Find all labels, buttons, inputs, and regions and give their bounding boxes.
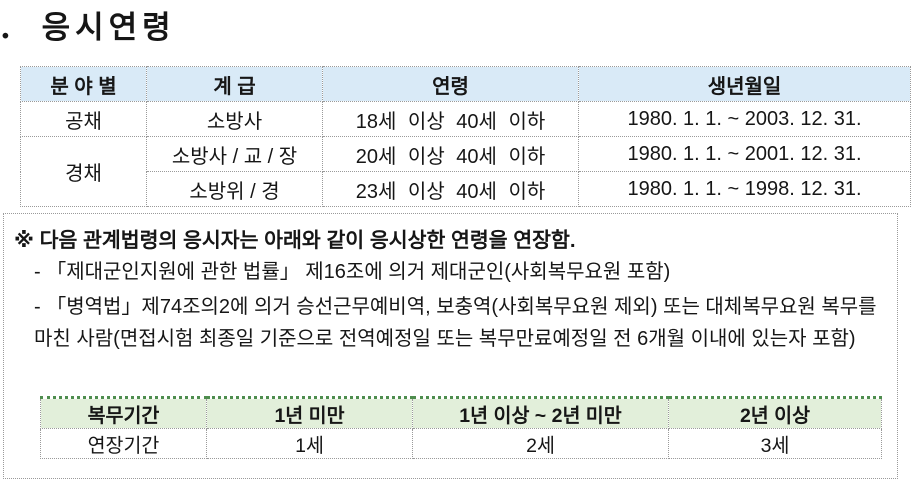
extension-table-header-row: 복무기간 1년 미만 1년 이상 ~ 2년 미만 2년 이상	[40, 396, 882, 429]
cell-extension-value: 2세	[412, 428, 669, 459]
note-bullet-military-service: - 「병역법」제74조의2에 의거 승선근무예비역, 보충역(사회복무요원 제외…	[34, 296, 877, 350]
age-requirements-table: 분 야 별 계 급 연령 생년월일 공채 소방사 18세 이상 40세 이하 1…	[20, 66, 911, 207]
col-header-birthdate: 생년월일	[578, 66, 911, 102]
cell-birthdate: 1980. 1. 1. ~ 2001. 12. 31.	[578, 136, 911, 172]
cell-birthdate: 1980. 1. 1. ~ 2003. 12. 31.	[578, 101, 911, 137]
cell-birthdate: 1980. 1. 1. ~ 1998. 12. 31.	[578, 171, 911, 207]
table-row-gongchae: 공채 소방사 18세 이상 40세 이하 1980. 1. 1. ~ 2003.…	[20, 101, 911, 137]
col-header-category: 분 야 별	[20, 66, 147, 102]
col-header-age: 연령	[322, 66, 579, 102]
table-row-gyeongchae-2: 소방위 / 경 23세 이상 40세 이하 1980. 1. 1. ~ 1998…	[21, 171, 911, 207]
cell-category-merged: 경채	[20, 136, 147, 207]
cell-rank: 소방사 / 교 / 장	[146, 136, 323, 172]
page-title: . 응시연령	[0, 10, 176, 46]
age-extension-table: 복무기간 1년 미만 1년 이상 ~ 2년 미만 2년 이상 연장기간 1세 2…	[40, 396, 882, 459]
cell-age: 18세 이상 40세 이하	[322, 101, 579, 137]
cell-extension-label: 연장기간	[40, 428, 207, 459]
col-header-over-2yr: 2년 이상	[668, 396, 882, 429]
cell-age: 23세 이상 40세 이하	[322, 171, 579, 207]
age-table-header-row: 분 야 별 계 급 연령 생년월일	[20, 66, 911, 102]
note-bullet-veterans: - 「제대군인지원에 관한 법률」 제16조에 의거 제대군인(사회복무요원 포…	[34, 261, 671, 283]
col-header-under-1yr: 1년 미만	[206, 396, 413, 429]
note-heading: ※ 다음 관계법령의 응시자는 아래와 같이 응시상한 연령을 연장함.	[14, 229, 576, 252]
col-header-service-period: 복무기간	[40, 396, 207, 429]
cell-rank: 소방위 / 경	[146, 171, 323, 207]
note-box: ※ 다음 관계법령의 응시자는 아래와 같이 응시상한 연령을 연장함. - 「…	[3, 213, 898, 479]
col-header-1yr-to-2yr: 1년 이상 ~ 2년 미만	[412, 396, 669, 429]
cell-category: 공채	[20, 101, 147, 137]
cell-extension-value: 1세	[206, 428, 413, 459]
col-header-rank: 계 급	[146, 66, 323, 102]
cell-extension-value: 3세	[668, 428, 882, 459]
cell-rank: 소방사	[146, 101, 323, 137]
table-row-gyeongchae-1: 경채 소방사 / 교 / 장 20세 이상 40세 이하 1980. 1. 1.…	[20, 136, 911, 207]
extension-table-value-row: 연장기간 1세 2세 3세	[40, 428, 882, 459]
cell-age: 20세 이상 40세 이하	[322, 136, 579, 172]
